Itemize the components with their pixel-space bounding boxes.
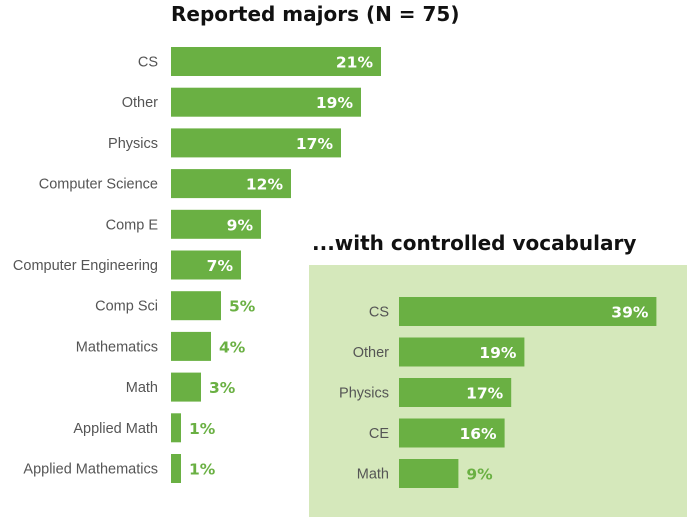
bar — [399, 337, 525, 367]
category-label: Other — [122, 95, 158, 111]
value-label: 1% — [189, 420, 216, 438]
category-label: Physics — [339, 386, 389, 402]
bar — [399, 297, 657, 326]
value-label: 4% — [219, 338, 246, 356]
bar — [171, 209, 261, 239]
value-label: 7% — [207, 257, 234, 275]
value-label: 9% — [227, 216, 254, 234]
value-label: 17% — [296, 135, 334, 153]
inset-chart-title: ...with controlled vocabulary — [312, 231, 637, 255]
bar — [171, 47, 381, 76]
category-label: Computer Engineering — [13, 258, 158, 274]
category-label: Mathematics — [76, 339, 158, 355]
bar — [171, 331, 211, 361]
category-label: Physics — [108, 136, 158, 152]
category-label: Computer Science — [39, 177, 158, 193]
value-label: 12% — [246, 176, 284, 194]
value-label: 16% — [459, 425, 497, 443]
category-label: Math — [126, 380, 158, 396]
main-chart-title: Reported majors (N = 75) — [171, 2, 460, 26]
bar — [399, 378, 512, 407]
value-label: 39% — [611, 304, 649, 322]
value-label: 19% — [316, 94, 354, 112]
value-label: 1% — [189, 461, 216, 479]
value-label: 3% — [209, 379, 236, 397]
value-label: 9% — [466, 466, 493, 484]
value-label: 17% — [466, 385, 504, 403]
category-label: CE — [369, 426, 389, 442]
bar — [171, 413, 181, 443]
bar — [171, 87, 361, 117]
category-label: Comp E — [106, 217, 159, 233]
bar — [171, 128, 341, 158]
bar — [171, 250, 241, 280]
bar — [399, 459, 459, 488]
value-label: 21% — [336, 54, 374, 72]
category-label: Applied Mathematics — [23, 462, 158, 478]
bar — [171, 291, 221, 321]
value-label: 5% — [229, 298, 256, 316]
bar — [171, 169, 291, 199]
category-label: Math — [357, 467, 389, 483]
category-label: Other — [353, 345, 389, 361]
category-label: Comp Sci — [95, 299, 158, 315]
category-label: CS — [138, 55, 158, 71]
bar — [399, 418, 505, 448]
value-label: 19% — [479, 344, 517, 362]
bar — [171, 454, 181, 483]
bar — [171, 372, 201, 402]
category-label: Applied Math — [73, 421, 158, 437]
category-label: CS — [369, 305, 389, 321]
